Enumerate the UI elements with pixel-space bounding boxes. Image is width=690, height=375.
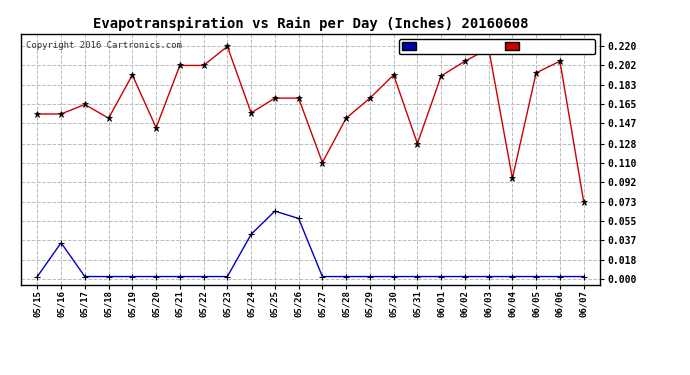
Text: Copyright 2016 Cartronics.com: Copyright 2016 Cartronics.com	[26, 41, 182, 50]
Title: Evapotranspiration vs Rain per Day (Inches) 20160608: Evapotranspiration vs Rain per Day (Inch…	[92, 17, 529, 31]
Legend: Rain  (Inches), ET  (Inches): Rain (Inches), ET (Inches)	[399, 39, 595, 54]
